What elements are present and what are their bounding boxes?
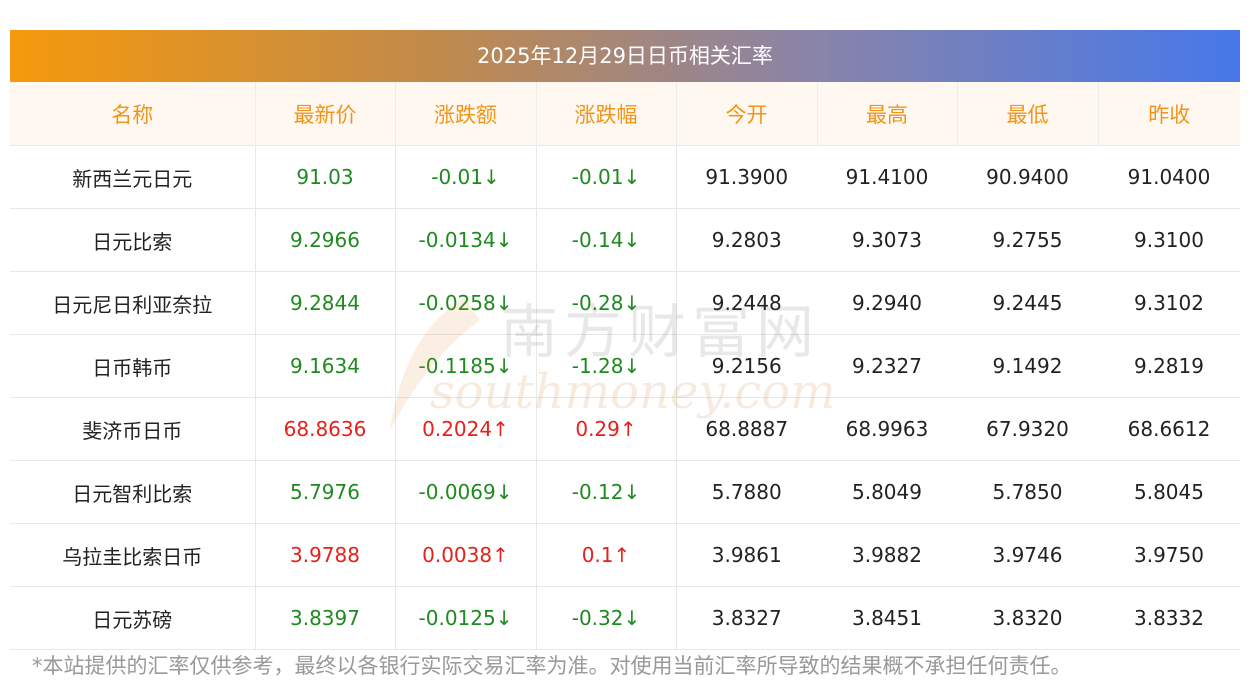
exchange-rate-table: 名称 最新价 涨跌额 涨跌幅 今开 最高 最低 昨收 新西兰元日元 91.03 -0…: [10, 82, 1240, 650]
latest-price-cell: 68.8636: [255, 397, 396, 461]
disclaimer-footnote: *本站提供的汇率仅供参考，最终以各银行实际交易汇率为准。对使用当前汇率所导致的结…: [32, 654, 1072, 678]
latest-price-cell: 9.2966: [255, 208, 396, 272]
open-price-cell: 3.9861: [676, 523, 817, 587]
high-price-cell: 3.9882: [817, 523, 957, 587]
high-price-cell: 9.2940: [817, 271, 957, 335]
currency-name-cell: 日元智利比索: [10, 460, 256, 524]
column-header-change: 涨跌额: [395, 82, 537, 146]
open-price-cell: 9.2448: [676, 271, 817, 335]
currency-name-cell: 日币韩币: [10, 334, 256, 398]
low-price-cell: 3.8320: [957, 586, 1098, 650]
change-amount-cell: -0.0125↓: [395, 586, 537, 650]
open-price-cell: 9.2156: [676, 334, 817, 398]
currency-name-cell: 日元比索: [10, 208, 256, 272]
change-amount-cell: -0.0069↓: [395, 460, 537, 524]
latest-price-cell: 91.03: [255, 145, 396, 209]
change-amount-cell: -0.01↓: [395, 145, 537, 209]
change-amount-cell: -0.1185↓: [395, 334, 537, 398]
change-percent-cell: -0.28↓: [536, 271, 677, 335]
high-price-cell: 91.4100: [817, 145, 957, 209]
table-row: 日元尼日利亚奈拉 9.2844 -0.0258↓ -0.28↓ 9.2448 9.2940…: [10, 271, 1240, 335]
change-amount-cell: -0.0258↓: [395, 271, 537, 335]
latest-price-cell: 3.8397: [255, 586, 396, 650]
low-price-cell: 9.2755: [957, 208, 1098, 272]
column-header-low: 最低: [957, 82, 1099, 146]
currency-name-cell: 新西兰元日元: [10, 145, 256, 209]
change-percent-cell: -0.01↓: [536, 145, 677, 209]
table-row: 斐济币日币 68.8636 0.2024↑ 0.29↑ 68.8887 68.9963 67…: [10, 397, 1240, 461]
table-row: 日元智利比索 5.7976 -0.0069↓ -0.12↓ 5.7880 5.8049 5.…: [10, 460, 1240, 524]
latest-price-cell: 5.7976: [255, 460, 396, 524]
prev-close-cell: 68.6612: [1098, 397, 1240, 461]
prev-close-cell: 3.9750: [1098, 523, 1240, 587]
prev-close-cell: 5.8045: [1098, 460, 1240, 524]
change-percent-cell: -1.28↓: [536, 334, 677, 398]
change-amount-cell: 0.0038↑: [395, 523, 537, 587]
low-price-cell: 9.2445: [957, 271, 1098, 335]
low-price-cell: 5.7850: [957, 460, 1098, 524]
prev-close-cell: 9.3102: [1098, 271, 1240, 335]
low-price-cell: 9.1492: [957, 334, 1098, 398]
table-title: 2025年12月29日日币相关汇率: [10, 30, 1240, 82]
table-header-row: 名称 最新价 涨跌额 涨跌幅 今开 最高 最低 昨收: [10, 82, 1240, 146]
latest-price-cell: 9.2844: [255, 271, 396, 335]
prev-close-cell: 9.2819: [1098, 334, 1240, 398]
column-header-open: 今开: [676, 82, 818, 146]
table-row: 日币韩币 9.1634 -0.1185↓ -1.28↓ 9.2156 9.2327 9.14…: [10, 334, 1240, 398]
open-price-cell: 68.8887: [676, 397, 817, 461]
high-price-cell: 9.2327: [817, 334, 957, 398]
open-price-cell: 9.2803: [676, 208, 817, 272]
high-price-cell: 5.8049: [817, 460, 957, 524]
low-price-cell: 3.9746: [957, 523, 1098, 587]
prev-close-cell: 9.3100: [1098, 208, 1240, 272]
change-percent-cell: 0.29↑: [536, 397, 677, 461]
column-header-change-pct: 涨跌幅: [536, 82, 677, 146]
currency-name-cell: 日元苏磅: [10, 586, 256, 650]
change-amount-cell: -0.0134↓: [395, 208, 537, 272]
low-price-cell: 67.9320: [957, 397, 1098, 461]
table-row: 日元比索 9.2966 -0.0134↓ -0.14↓ 9.2803 9.3073 9.27…: [10, 208, 1240, 272]
currency-name-cell: 乌拉圭比索日币: [10, 523, 256, 587]
column-header-prev-close: 昨收: [1098, 82, 1240, 146]
change-percent-cell: -0.12↓: [536, 460, 677, 524]
open-price-cell: 5.7880: [676, 460, 817, 524]
prev-close-cell: 3.8332: [1098, 586, 1240, 650]
prev-close-cell: 91.0400: [1098, 145, 1240, 209]
change-amount-cell: 0.2024↑: [395, 397, 537, 461]
table-row: 日元苏磅 3.8397 -0.0125↓ -0.32↓ 3.8327 3.8451 3.83…: [10, 586, 1240, 650]
high-price-cell: 68.9963: [817, 397, 957, 461]
open-price-cell: 3.8327: [676, 586, 817, 650]
change-percent-cell: -0.14↓: [536, 208, 677, 272]
rate-table-panel: 2025年12月29日日币相关汇率 名称 最新价 涨跌额 涨跌幅 今开 最高 最…: [10, 30, 1240, 650]
change-percent-cell: -0.32↓: [536, 586, 677, 650]
low-price-cell: 90.9400: [957, 145, 1098, 209]
high-price-cell: 9.3073: [817, 208, 957, 272]
column-header-latest: 最新价: [255, 82, 396, 146]
column-header-high: 最高: [817, 82, 958, 146]
latest-price-cell: 3.9788: [255, 523, 396, 587]
column-header-name: 名称: [10, 82, 256, 146]
currency-name-cell: 日元尼日利亚奈拉: [10, 271, 256, 335]
latest-price-cell: 9.1634: [255, 334, 396, 398]
change-percent-cell: 0.1↑: [536, 523, 677, 587]
high-price-cell: 3.8451: [817, 586, 957, 650]
open-price-cell: 91.3900: [676, 145, 817, 209]
table-row: 乌拉圭比索日币 3.9788 0.0038↑ 0.1↑ 3.9861 3.9882 3.97…: [10, 523, 1240, 587]
table-row: 新西兰元日元 91.03 -0.01↓ -0.01↓ 91.3900 91.4100 90.…: [10, 145, 1240, 209]
currency-name-cell: 斐济币日币: [10, 397, 256, 461]
